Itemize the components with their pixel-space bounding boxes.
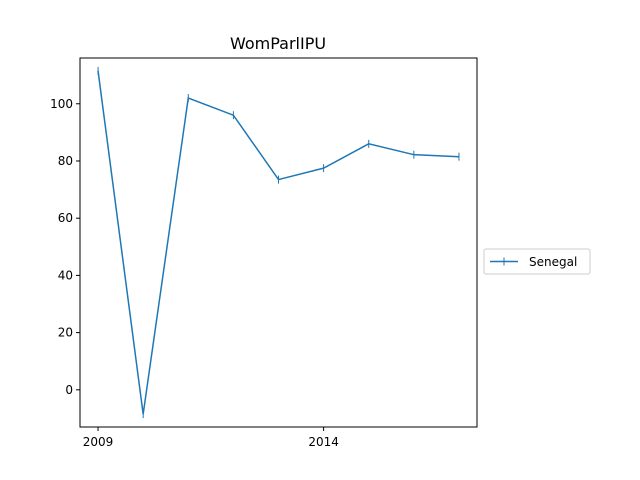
plot-frame <box>79 57 478 428</box>
x-tick-label: 2014 <box>308 435 339 449</box>
chart-title: WomParlIPU <box>230 34 326 53</box>
y-axis: 0 20 40 60 80 100 <box>50 97 80 397</box>
x-axis: 2009 2014 <box>83 427 339 449</box>
y-tick-label: 80 <box>58 154 73 168</box>
y-tick-label: 20 <box>58 326 73 340</box>
plot-area <box>97 66 460 419</box>
y-tick-label: 60 <box>58 211 73 225</box>
x-tick-label: 2009 <box>83 435 114 449</box>
y-tick-label: 40 <box>58 268 73 282</box>
y-tick-label: 0 <box>65 383 73 397</box>
legend-label-senegal: Senegal <box>529 255 577 269</box>
y-tick-label: 100 <box>50 97 73 111</box>
legend: Senegal <box>483 248 591 275</box>
series-line-senegal <box>97 70 459 415</box>
legend-box <box>483 248 591 275</box>
